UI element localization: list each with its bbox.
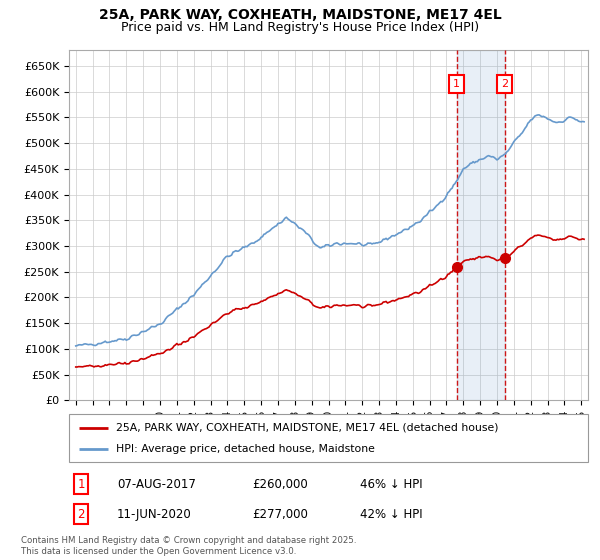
Text: 42% ↓ HPI: 42% ↓ HPI bbox=[360, 507, 422, 521]
Text: 1: 1 bbox=[77, 478, 85, 491]
Text: HPI: Average price, detached house, Maidstone: HPI: Average price, detached house, Maid… bbox=[116, 444, 374, 454]
Text: 07-AUG-2017: 07-AUG-2017 bbox=[117, 478, 196, 491]
Text: 11-JUN-2020: 11-JUN-2020 bbox=[117, 507, 192, 521]
Text: £277,000: £277,000 bbox=[252, 507, 308, 521]
Text: Contains HM Land Registry data © Crown copyright and database right 2025.
This d: Contains HM Land Registry data © Crown c… bbox=[21, 536, 356, 556]
Text: 1: 1 bbox=[453, 79, 460, 89]
Bar bbox=[457, 50, 505, 400]
Text: 2: 2 bbox=[77, 507, 85, 521]
Text: £260,000: £260,000 bbox=[252, 478, 308, 491]
Text: 25A, PARK WAY, COXHEATH, MAIDSTONE, ME17 4EL: 25A, PARK WAY, COXHEATH, MAIDSTONE, ME17… bbox=[98, 8, 502, 22]
Text: Price paid vs. HM Land Registry's House Price Index (HPI): Price paid vs. HM Land Registry's House … bbox=[121, 21, 479, 34]
Text: 2: 2 bbox=[501, 79, 508, 89]
Text: 25A, PARK WAY, COXHEATH, MAIDSTONE, ME17 4EL (detached house): 25A, PARK WAY, COXHEATH, MAIDSTONE, ME17… bbox=[116, 423, 498, 433]
Text: 46% ↓ HPI: 46% ↓ HPI bbox=[360, 478, 422, 491]
FancyBboxPatch shape bbox=[69, 414, 588, 462]
